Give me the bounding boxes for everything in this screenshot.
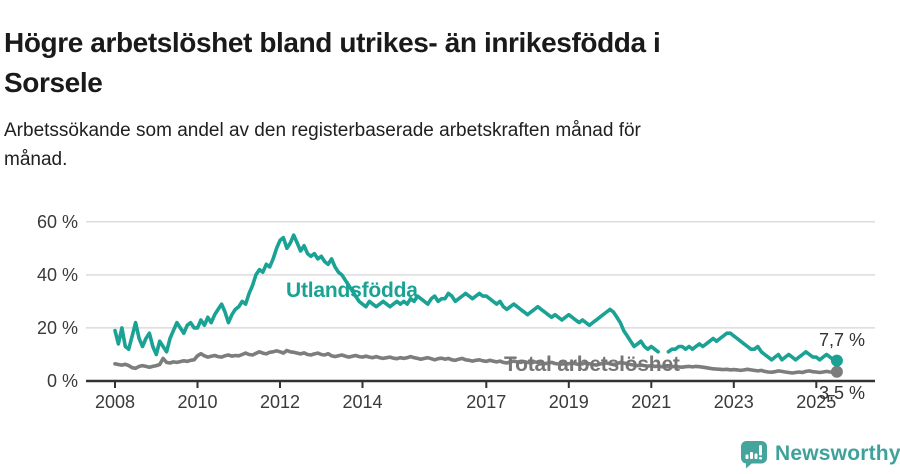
x-tick-label: 2021 [631, 392, 672, 412]
chart-subtitle: Arbetssökande som andel av den registerb… [4, 116, 896, 174]
x-tick-label: 2014 [342, 392, 383, 412]
y-tick-label: 0 % [46, 371, 78, 391]
x-tick-label: 2008 [94, 392, 136, 412]
brand-name: Newsworthy [775, 442, 900, 465]
series-label-utlandsfodda: Utlandsfödda [286, 279, 418, 302]
x-tick-label: 2025 [796, 392, 837, 412]
subtitle-line-1: Arbetssökande som andel av den registerb… [4, 120, 641, 141]
x-tick-label: 2019 [548, 392, 589, 412]
end-value-label-utlandsfodda: 7,7 % [818, 330, 865, 350]
y-tick-label: 40 % [36, 264, 78, 285]
title-line-1: Högre arbetslöshet bland utrikes- än inr… [4, 26, 661, 58]
series-end-dot-total [830, 365, 843, 378]
newsworthy-logo-icon [741, 440, 767, 468]
series-line-total [113, 348, 839, 375]
x-tick-label: 2010 [177, 392, 218, 412]
y-tick-label: 20 % [36, 317, 78, 338]
subtitle-line-2: månad. [4, 149, 68, 170]
x-tick-label: 2017 [466, 392, 507, 412]
x-tick-label: 2023 [713, 392, 754, 412]
page-title: Högre arbetslöshet bland utrikes- än inr… [4, 23, 896, 103]
x-tick-label: 2012 [259, 392, 301, 412]
series-line-utlandsfodda [113, 233, 839, 363]
y-tick-label: 60 % [36, 211, 78, 232]
end-value-label-total: 3,5 % [818, 383, 865, 403]
series-end-dot-utlandsfodda [830, 354, 843, 367]
title-line-2: Sorsele [4, 66, 103, 98]
series-label-total-arbetsloshet: Total arbetslöshet [504, 353, 680, 376]
brand-footer: Newsworthy [740, 439, 900, 469]
